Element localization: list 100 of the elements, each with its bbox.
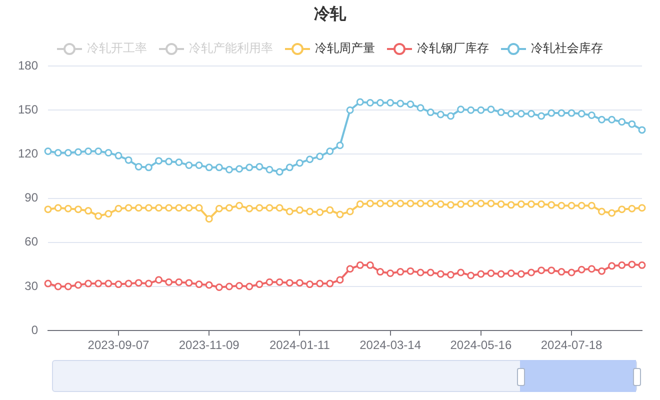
point	[346, 208, 354, 216]
point	[134, 162, 142, 170]
point	[568, 109, 576, 117]
point	[356, 261, 364, 269]
point	[296, 279, 304, 287]
point	[477, 270, 485, 278]
point	[538, 112, 546, 120]
point	[467, 272, 475, 280]
point	[266, 204, 274, 212]
point	[64, 282, 72, 290]
point	[326, 148, 334, 156]
legend-label: 冷轧钢厂库存	[417, 40, 489, 57]
point	[487, 106, 495, 114]
point	[396, 100, 404, 108]
point	[336, 210, 344, 218]
point	[144, 164, 152, 172]
y-tick-label: 120	[18, 146, 38, 161]
point	[236, 282, 244, 290]
y-tick-label: 90	[24, 190, 38, 205]
point	[346, 265, 354, 273]
point	[114, 280, 122, 288]
point	[306, 280, 314, 288]
point	[548, 266, 556, 274]
x-tick-label: 2024-05-16	[450, 338, 512, 352]
point	[578, 110, 586, 118]
point	[124, 280, 132, 288]
point	[426, 108, 434, 116]
point	[507, 201, 515, 209]
point	[356, 200, 364, 208]
point	[548, 201, 556, 209]
point	[588, 202, 596, 210]
point	[54, 204, 62, 212]
point	[296, 159, 304, 167]
point	[608, 262, 616, 270]
point	[436, 110, 444, 118]
point	[467, 106, 475, 114]
x-tick-label: 2023-09-07	[88, 338, 150, 352]
point	[578, 266, 586, 274]
point	[568, 268, 576, 276]
x-tick-label: 2024-07-18	[540, 338, 603, 352]
point	[446, 112, 454, 120]
point	[114, 152, 122, 160]
point	[446, 201, 454, 209]
point	[104, 210, 112, 218]
point	[346, 106, 354, 114]
point	[638, 261, 646, 269]
point	[195, 280, 203, 288]
point	[558, 202, 566, 210]
point	[134, 204, 142, 212]
point	[225, 166, 233, 174]
legend-label: 冷轧周产量	[315, 40, 375, 57]
point	[638, 126, 646, 134]
point	[236, 202, 244, 210]
point	[376, 99, 384, 106]
point	[84, 148, 92, 156]
point	[416, 200, 424, 208]
point	[618, 118, 626, 126]
point	[44, 206, 52, 214]
point	[175, 278, 183, 286]
point	[256, 204, 264, 212]
point	[306, 208, 314, 216]
point	[74, 281, 82, 289]
y-tick-label: 180	[18, 58, 38, 72]
point	[628, 120, 636, 128]
point	[436, 200, 444, 208]
point	[94, 148, 102, 156]
point	[376, 200, 384, 208]
point	[64, 148, 72, 156]
point	[618, 206, 626, 214]
point	[286, 208, 294, 216]
point	[457, 106, 465, 114]
point	[336, 142, 344, 150]
point	[628, 260, 636, 268]
point	[94, 280, 102, 288]
point	[528, 200, 536, 208]
point	[256, 162, 264, 170]
point	[165, 158, 173, 166]
point	[386, 200, 394, 208]
point	[366, 200, 374, 208]
point	[406, 200, 414, 208]
point	[84, 207, 92, 215]
point	[215, 283, 223, 291]
point	[54, 148, 62, 156]
point	[578, 202, 586, 210]
point	[276, 204, 284, 212]
point	[477, 106, 485, 114]
point	[296, 206, 304, 214]
point	[487, 270, 495, 278]
point	[64, 204, 72, 212]
point	[477, 200, 485, 208]
point	[134, 279, 142, 287]
point	[195, 204, 203, 212]
point	[558, 109, 566, 117]
point	[306, 156, 314, 164]
point	[155, 204, 163, 212]
point	[225, 282, 233, 290]
point	[286, 279, 294, 287]
point	[155, 276, 163, 284]
point	[507, 110, 515, 118]
point	[517, 270, 525, 278]
